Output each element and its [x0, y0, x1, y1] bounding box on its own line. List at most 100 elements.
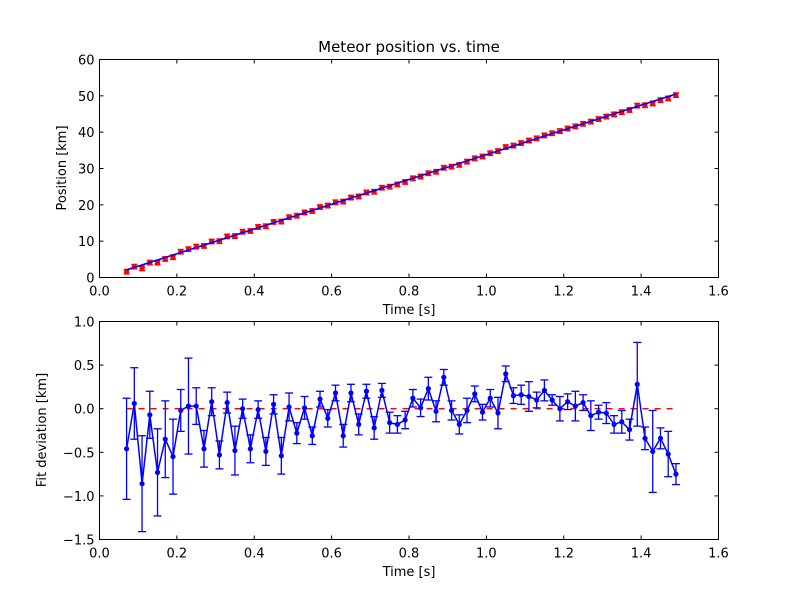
deviation-point: [332, 390, 339, 396]
position-point: [123, 268, 130, 275]
deviation-point: [270, 401, 277, 407]
deviation-xtick-label: 1.4: [631, 547, 652, 562]
deviation-xlabel: Time [s]: [382, 565, 436, 580]
fit-line: [126, 93, 677, 271]
deviation-ytick-label: −1.5: [63, 534, 95, 549]
deviation-ytick-label: −1.0: [63, 490, 95, 505]
deviation-point: [294, 430, 300, 436]
deviation-xtick-label: 0.2: [167, 547, 188, 562]
position-ytick-label: 40: [78, 126, 95, 141]
deviation-point: [557, 406, 563, 412]
deviation-point: [340, 433, 346, 439]
position-xlabel: Time [s]: [382, 303, 436, 318]
deviation-point: [518, 392, 524, 398]
deviation-xtick-label: 1.2: [553, 547, 574, 562]
deviation-point: [541, 387, 548, 393]
deviation-axes: 0.0 0.2 0.4 0.6 0.8 1.0 1.2 1.4 1.6 −1.5 −1.0 −0.5 0…: [35, 316, 729, 581]
position-ylabel: Position [km]: [55, 125, 70, 210]
position-ytick-label: 20: [78, 199, 95, 214]
deviation-point: [325, 415, 331, 421]
deviation-point: [456, 421, 462, 427]
position-plot-data: [123, 92, 679, 275]
position-ytick-label: 60: [78, 54, 95, 69]
deviation-point: [464, 407, 470, 414]
deviation-point: [263, 448, 269, 455]
deviation-point: [665, 451, 671, 457]
deviation-point: [301, 405, 308, 411]
deviation-point: [123, 446, 130, 452]
deviation-ytick-label: 0.5: [74, 359, 95, 374]
deviation-point: [657, 435, 664, 441]
deviation-point: [634, 381, 640, 387]
deviation-point: [619, 419, 625, 425]
position-ytick-label: 30: [78, 163, 95, 178]
deviation-point: [170, 454, 176, 460]
position-xtick-label: 0.2: [167, 285, 188, 300]
deviation-point: [387, 420, 393, 426]
deviation-point: [286, 404, 292, 410]
deviation-ytick-label: −0.5: [63, 446, 95, 461]
deviation-point: [549, 397, 555, 403]
deviation-ytick-label: 1.0: [74, 316, 95, 331]
position-axes: Meteor position vs. time 0.0 0.2 0.4 0.6 0.8…: [55, 38, 729, 318]
deviation-point: [402, 417, 408, 423]
deviation-point: [495, 410, 501, 416]
position-xtick-label: 0.0: [89, 285, 110, 300]
deviation-ticks: 0.0 0.2 0.4 0.6 0.8 1.0 1.2 1.4 1.6 −1.5 −1.0 −0.5 0…: [63, 316, 729, 562]
deviation-point: [410, 395, 416, 401]
deviation-point: [650, 448, 656, 455]
deviation-point: [503, 371, 509, 377]
position-ytick-label: 10: [78, 235, 95, 250]
deviation-point: [418, 405, 424, 411]
position-xtick-label: 1.2: [553, 285, 574, 300]
deviation-point: [162, 436, 168, 442]
deviation-point: [472, 391, 478, 397]
deviation-point: [441, 374, 447, 380]
deviation-point: [348, 390, 354, 396]
position-xtick-label: 1.6: [708, 285, 729, 300]
deviation-point: [147, 412, 153, 418]
deviation-point: [154, 469, 161, 475]
position-xtick-label: 0.4: [244, 285, 265, 300]
deviation-point: [595, 409, 602, 415]
deviation-point: [510, 393, 517, 399]
deviation-point: [603, 410, 609, 416]
deviation-point: [394, 421, 400, 427]
deviation-plot-data: [122, 341, 680, 533]
deviation-point: [611, 421, 617, 427]
deviation-point: [448, 407, 455, 414]
deviation-point: [673, 471, 679, 477]
deviation-point: [379, 387, 385, 393]
deviation-point: [178, 407, 184, 414]
deviation-point: [185, 403, 192, 409]
deviation-point: [642, 435, 648, 441]
position-ticks: 0.0 0.2 0.4 0.6 0.8 1.0 1.2 1.4 1.6 0 10 20 30 40 50 60: [78, 54, 729, 300]
deviation-point: [255, 406, 261, 413]
deviation-point: [139, 481, 145, 487]
deviation-point: [626, 427, 633, 433]
deviation-point: [526, 393, 532, 400]
deviation-point: [131, 400, 137, 407]
deviation-point: [371, 425, 377, 431]
deviation-point: [309, 433, 315, 439]
position-point: [139, 265, 146, 272]
deviation-point: [278, 453, 284, 459]
deviation-point: [363, 388, 370, 394]
deviation-point: [425, 386, 431, 392]
position-ytick-label: 50: [78, 90, 95, 105]
deviation-point: [588, 413, 594, 419]
position-xtick-label: 0.6: [321, 285, 342, 300]
deviation-point: [534, 397, 540, 403]
position-xtick-label: 1.4: [631, 285, 652, 300]
deviation-point: [193, 403, 199, 409]
deviation-point: [565, 399, 571, 405]
deviation-xtick-label: 0.6: [321, 547, 342, 562]
position-xtick-label: 0.8: [399, 285, 420, 300]
deviation-point: [201, 446, 207, 452]
deviation-xtick-label: 0.0: [89, 547, 110, 562]
deviation-point: [487, 395, 493, 401]
deviation-xtick-label: 1.6: [708, 547, 729, 562]
chart-title: Meteor position vs. time: [318, 38, 500, 56]
deviation-point: [572, 403, 578, 409]
